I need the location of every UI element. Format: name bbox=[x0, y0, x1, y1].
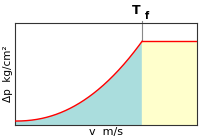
Text: f: f bbox=[145, 11, 149, 21]
Text: T: T bbox=[132, 4, 140, 17]
X-axis label: v  m/s: v m/s bbox=[89, 127, 123, 136]
Y-axis label: Δp  kg/cm²: Δp kg/cm² bbox=[3, 46, 13, 102]
